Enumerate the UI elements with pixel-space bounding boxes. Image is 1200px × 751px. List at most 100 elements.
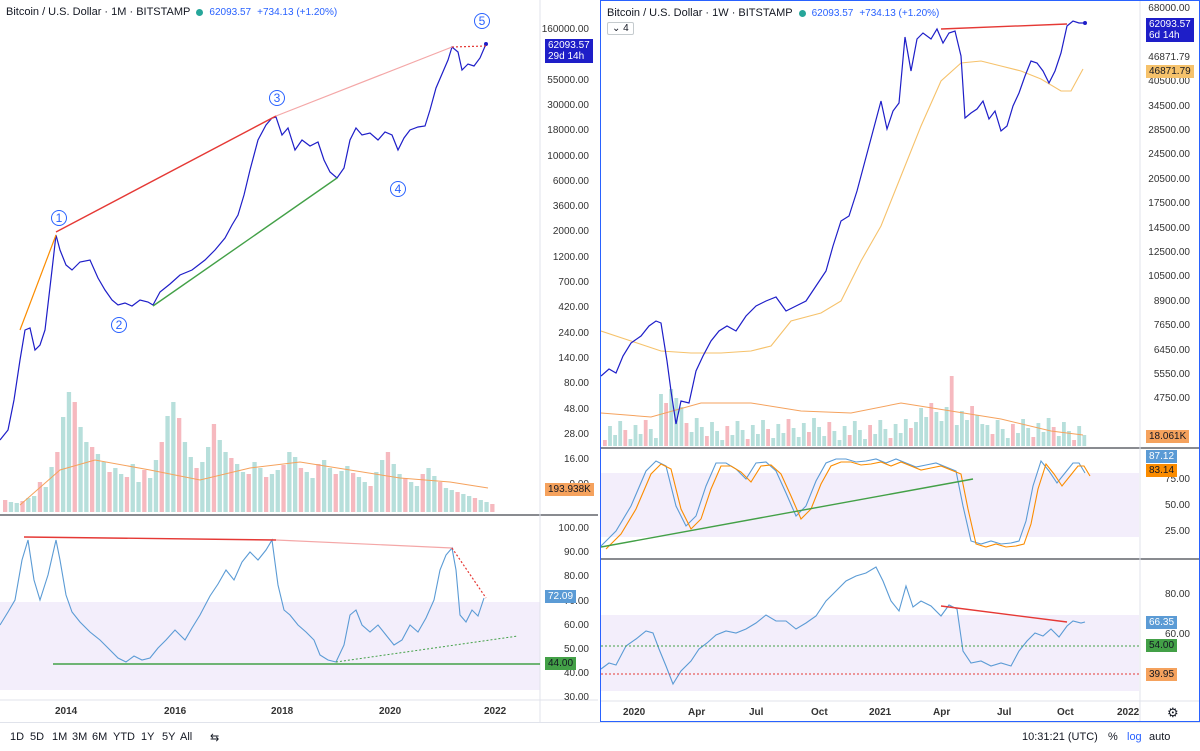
right-volume-bar [863, 439, 867, 446]
left-volume-bar [165, 416, 170, 512]
right-volume-bar [837, 440, 842, 446]
left-rsi-axis-tick-5: 50.00 [563, 644, 589, 655]
right-volume-bar [715, 431, 719, 446]
right-stoch-axis-tick-1: 50.00 [1164, 500, 1190, 511]
range-button-6m[interactable]: 6M [92, 731, 108, 743]
impulse-wave1-line [19, 234, 57, 331]
right-ma-tag: 46871.79 [1146, 65, 1194, 78]
right-time-axis-tick-1: Apr [688, 707, 706, 718]
left-volume-bar [211, 424, 217, 512]
left-volume-bar [8, 502, 14, 512]
left-volume-bar [467, 496, 472, 512]
left-volume-bar [20, 501, 25, 512]
right-volume-bar [873, 434, 878, 446]
right-volume-bar [603, 440, 607, 446]
right-volume-bar [1046, 418, 1051, 446]
right-volume-bar [725, 426, 730, 446]
right-countdown: 6d 14h [1149, 30, 1180, 41]
left-volume-bar [26, 498, 31, 512]
left-volume-bar [339, 471, 344, 512]
right-volume-bar [939, 421, 944, 446]
right-volume-bar [965, 420, 969, 446]
right-volume-bar [750, 425, 755, 446]
right-price-axis-tick-2: 46871.79 [1148, 51, 1190, 63]
left-volume-bar [420, 474, 425, 512]
indicator-toggle-button[interactable]: ⌄ 4 [607, 22, 634, 35]
range-button-5d[interactable]: 5D [30, 731, 45, 743]
percent-toggle[interactable]: % [1108, 731, 1118, 743]
log-toggle[interactable]: log [1127, 731, 1142, 743]
right-volume-bar [924, 417, 929, 446]
right-time-axis-tick-8: 2022 [1117, 707, 1140, 718]
indicator-count: 4 [623, 23, 629, 34]
right-volume-bar [919, 408, 923, 446]
left-volume-bar [55, 452, 60, 512]
right-volume-bar [710, 422, 714, 446]
left-volume-bar [333, 474, 338, 512]
settings-gear-icon[interactable]: ⚙ [1167, 705, 1179, 720]
right-volume-bar [679, 407, 684, 446]
left-volume-bar [409, 482, 414, 512]
right-volume-bar [944, 407, 949, 446]
left-volume-bar [345, 466, 350, 512]
left-chart-canvas[interactable] [0, 0, 598, 722]
left-volume-ma-line [19, 459, 489, 506]
range-button-1y[interactable]: 1Y [141, 731, 155, 743]
right-volume-bar [878, 420, 883, 446]
left-volume-bar [490, 504, 495, 512]
left-rsi-axis-tick-4: 60.00 [563, 619, 589, 631]
resistance-line-1-3 [55, 115, 277, 233]
range-button-all[interactable]: All [180, 731, 193, 743]
right-time-axis-tick-5: Apr [933, 707, 951, 718]
left-volume-bar [229, 458, 234, 512]
wave-label-4: 4 [390, 181, 406, 197]
range-button-5y[interactable]: 5Y [162, 731, 176, 743]
right-volume-bar [740, 430, 745, 446]
range-button-1m[interactable]: 1M [52, 731, 68, 743]
left-price-axis-tick-16: 28.00 [563, 428, 589, 440]
right-volume-bar [985, 425, 990, 446]
right-price-axis-tick-7: 20500.00 [1148, 173, 1190, 185]
right-volume-bar [817, 427, 821, 446]
right-price-line [601, 20, 1085, 425]
left-chart-pane[interactable]: Bitcoin / U.S. Dollar · 1M · BITSTAMP 62… [0, 0, 598, 722]
left-volume-bar [206, 447, 211, 512]
wave-label-5: 5 [474, 13, 490, 29]
left-rsi-divergence-projection [451, 547, 487, 599]
range-button-1d[interactable]: 1D [10, 731, 25, 743]
auto-toggle[interactable]: auto [1149, 731, 1171, 743]
left-chart-header: Bitcoin / U.S. Dollar · 1M · BITSTAMP 62… [6, 6, 337, 18]
right-volume-bar [827, 422, 832, 446]
range-button-3m[interactable]: 3M [72, 731, 88, 743]
left-volume-bar [484, 502, 489, 512]
right-volume-bar [893, 424, 898, 446]
right-volume-bar [1021, 419, 1025, 446]
right-volume-bar [807, 432, 811, 446]
left-volume-bar [449, 490, 454, 512]
right-price-resistance-line [940, 23, 1068, 30]
right-stoch-zone [601, 473, 1139, 537]
right-volume-bar [689, 432, 694, 446]
left-volume-bar [217, 440, 222, 512]
compare-range-icon[interactable]: ⇆ [210, 732, 220, 744]
right-last-price-dot [1083, 21, 1087, 25]
left-volume-bar [258, 468, 263, 512]
left-time-axis-tick-1: 2016 [164, 706, 187, 717]
right-time-axis-tick-7: Oct [1057, 707, 1074, 718]
right-volume-bar [1072, 440, 1076, 446]
right-chart-canvas[interactable] [601, 1, 1199, 721]
range-button-ytd[interactable]: YTD [113, 731, 135, 743]
right-volume-bar [903, 419, 908, 446]
left-rsi-axis-tick-6: 40.00 [563, 668, 589, 680]
right-chart-pane[interactable]: Bitcoin / U.S. Dollar · 1W · BITSTAMP 62… [600, 0, 1200, 722]
left-volume-bar [136, 482, 141, 512]
left-rsi-axis-tick-2: 80.00 [563, 571, 589, 583]
right-price-axis-tick-0: 68000.00 [1148, 3, 1190, 14]
right-volume-bar [1051, 427, 1056, 446]
right-price-axis-tick-11: 10500.00 [1148, 271, 1190, 283]
left-volume-bar [142, 470, 147, 512]
right-time-axis-tick-3: Oct [811, 707, 828, 718]
right-rsi-level-tag: 54.00 [1146, 639, 1178, 652]
right-stoch-axis-tick-0: 75.00 [1164, 474, 1190, 485]
left-volume-bar [95, 454, 101, 512]
